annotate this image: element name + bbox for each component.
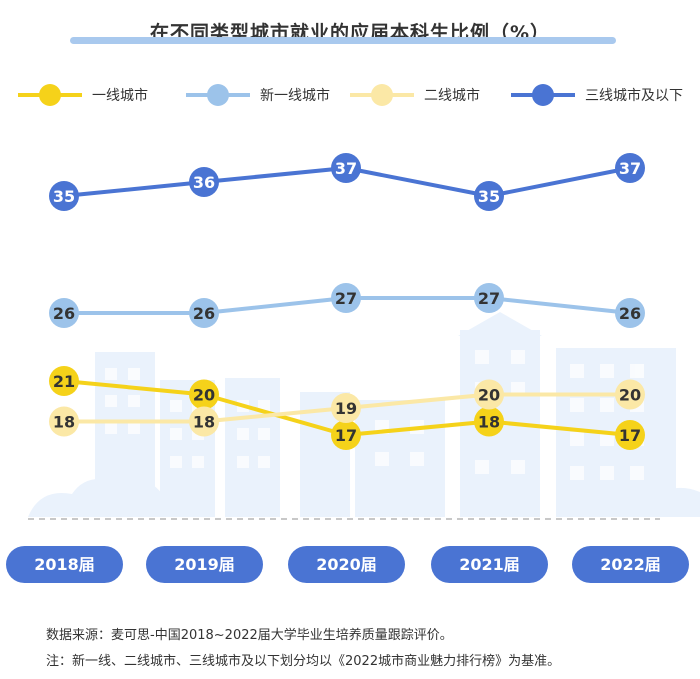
city-skyline-background	[28, 312, 700, 517]
x-tick-label: 2018届	[6, 546, 123, 583]
x-tick-label: 2019届	[146, 546, 263, 583]
data-label: 20	[619, 386, 641, 405]
series-points: 21 20 17 18 17 26 26 27 27 26 18 18 19 20 20 35 36 37 35 37	[49, 153, 645, 450]
legend-marker	[207, 84, 229, 106]
data-point	[615, 153, 645, 183]
data-label: 36	[193, 173, 215, 192]
title-underline	[70, 37, 616, 44]
data-point	[615, 420, 645, 450]
data-label: 26	[53, 304, 75, 323]
data-point	[49, 298, 79, 328]
data-label: 27	[335, 289, 357, 308]
data-label: 17	[335, 426, 357, 445]
data-label: 20	[193, 386, 215, 405]
data-point	[331, 393, 361, 423]
data-label: 18	[193, 413, 215, 432]
x-tick-label: 2020届	[288, 546, 405, 583]
data-point	[49, 406, 79, 437]
legend-marker	[532, 84, 554, 106]
x-tick-label: 2022届	[572, 546, 689, 583]
data-point	[331, 283, 361, 313]
data-point	[615, 298, 645, 328]
legend-label: 新一线城市	[260, 87, 330, 104]
data-point	[189, 167, 219, 197]
legend-marker	[39, 84, 61, 106]
legend-marker	[371, 84, 393, 106]
data-label: 35	[53, 187, 75, 206]
legend-item: 二线城市	[350, 84, 480, 106]
legend-item: 三线城市及以下	[511, 84, 683, 106]
definition-note: 注：新一线、二线城市、三线城市及以下划分均以《2022城市商业魅力排行榜》为基准…	[46, 654, 561, 669]
data-label: 26	[193, 304, 215, 323]
data-label: 19	[335, 399, 357, 418]
data-point	[474, 406, 504, 437]
data-label: 21	[53, 372, 75, 391]
data-point	[474, 283, 504, 313]
source-note: 数据来源：麦可思-中国2018~2022届大学毕业生培养质量跟踪评价。	[46, 628, 453, 643]
data-point	[331, 153, 361, 183]
data-point	[474, 181, 504, 211]
data-label: 27	[478, 289, 500, 308]
data-label: 20	[478, 386, 500, 405]
data-label: 26	[619, 304, 641, 323]
data-point	[331, 420, 361, 450]
data-point	[49, 366, 79, 396]
legend-label: 一线城市	[92, 87, 148, 104]
data-point	[189, 379, 219, 410]
data-point	[49, 181, 79, 211]
data-label: 37	[335, 159, 357, 178]
legend-item: 一线城市	[18, 84, 148, 106]
data-label: 37	[619, 159, 641, 178]
legend-label: 二线城市	[424, 87, 480, 104]
legend-label: 三线城市及以下	[585, 87, 683, 104]
data-point	[189, 298, 219, 328]
data-label: 17	[619, 426, 641, 445]
data-point	[474, 379, 504, 410]
legend: 一线城市 新一线城市 二线城市 三线城市及以下	[18, 84, 683, 106]
data-label: 18	[478, 413, 500, 432]
data-point	[189, 406, 219, 437]
x-tick-label: 2021届	[431, 546, 548, 583]
data-label: 18	[53, 413, 75, 432]
data-label: 35	[478, 187, 500, 206]
legend-item: 新一线城市	[186, 84, 330, 106]
data-point	[615, 379, 645, 410]
